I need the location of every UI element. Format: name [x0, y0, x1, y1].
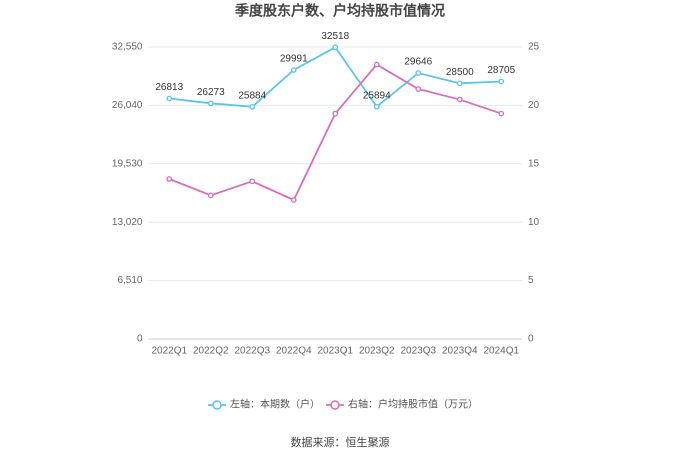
legend-label: 右轴：户均持股市值（万元） — [348, 398, 478, 411]
point — [456, 96, 463, 103]
y-tick-label: 26,040 — [112, 100, 143, 111]
x-tick-label: 2023Q4 — [442, 346, 478, 357]
legend-marker — [212, 400, 222, 410]
x-tick-label: 2022Q2 — [193, 346, 229, 357]
data-label: 26813 — [155, 82, 183, 93]
point — [290, 67, 297, 73]
y2-tick-label: 0 — [528, 334, 534, 345]
point — [207, 100, 214, 107]
series-line — [168, 63, 502, 202]
y-tick-label: 0 — [137, 334, 143, 345]
legend-marker — [330, 400, 340, 410]
x-tick-label: 2023Q2 — [359, 346, 395, 357]
x-tick-label: 2023Q3 — [400, 346, 436, 357]
point — [249, 178, 256, 185]
x-tick-label: 2024Q1 — [483, 346, 519, 357]
data-label: 32518 — [321, 31, 349, 42]
y2-tick-label: 5 — [528, 275, 534, 286]
point — [456, 80, 463, 87]
y-tick-label: 6,510 — [117, 275, 142, 286]
point — [290, 197, 297, 203]
data-label: 25894 — [363, 90, 391, 101]
point — [415, 70, 422, 76]
data-label: 29646 — [404, 57, 432, 68]
point — [373, 103, 380, 110]
x-tick-label: 2022Q4 — [276, 346, 312, 357]
y-tick-label: 13,020 — [112, 217, 143, 228]
point — [207, 192, 214, 199]
data-label: 25884 — [238, 90, 266, 101]
y2-tick-label: 15 — [528, 158, 540, 169]
data-label: 28500 — [446, 67, 474, 78]
y2-tick-label: 10 — [528, 217, 540, 228]
y2-tick-label: 25 — [528, 42, 540, 53]
legend-label: 左轴：本期数（户） — [230, 398, 320, 411]
data-label: 26273 — [197, 87, 225, 98]
data-label: 29991 — [280, 54, 308, 65]
point — [166, 95, 173, 102]
point — [166, 176, 173, 182]
x-tick-label: 2023Q1 — [317, 346, 353, 357]
point — [415, 86, 422, 92]
point — [332, 44, 339, 51]
y2-tick-label: 20 — [528, 100, 540, 111]
point — [249, 103, 256, 110]
y-tick-label: 19,530 — [112, 158, 143, 169]
point — [498, 78, 505, 85]
source: 数据来源：恒生聚源 — [291, 435, 390, 449]
x-tick-label: 2022Q1 — [151, 346, 187, 357]
chart-title: 季度股东户数、户均持股市值情况 — [234, 3, 445, 19]
point — [373, 61, 380, 68]
x-tick-label: 2022Q3 — [234, 346, 270, 357]
y-tick-label: 32,550 — [112, 42, 143, 53]
point — [498, 110, 505, 117]
point — [332, 110, 339, 117]
data-label: 28705 — [487, 65, 515, 76]
